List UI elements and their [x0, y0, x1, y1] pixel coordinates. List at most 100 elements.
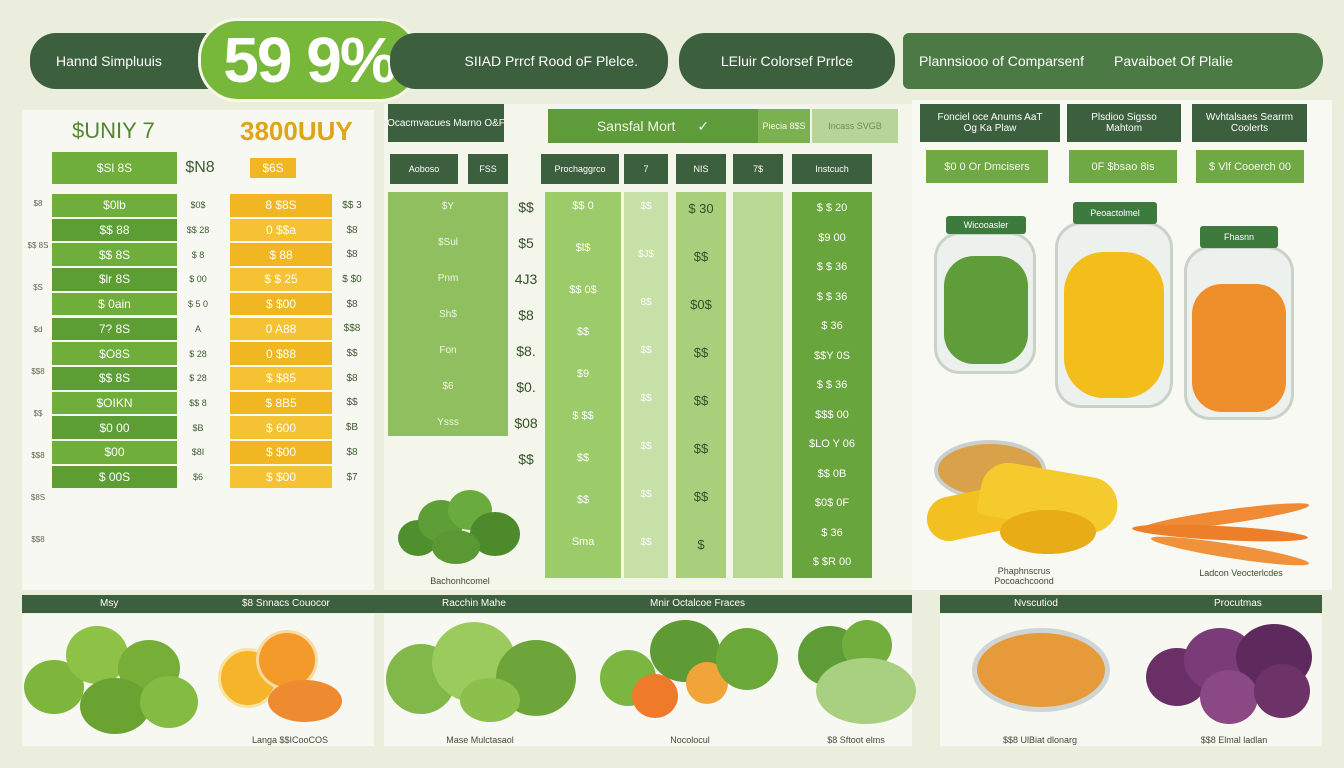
middle-header-c: Piecia 8$S	[758, 109, 810, 143]
jar-mango-label: Peoactolmel	[1073, 202, 1157, 224]
left-table-cell: $ 600	[230, 416, 332, 439]
left-table-cell: $ $00	[230, 441, 332, 464]
middle-col5-bg	[733, 192, 783, 578]
left-col-header-yellow: $6S	[250, 158, 296, 178]
middle-table-cell: $8	[518, 307, 534, 323]
left-table-cell: $ 28	[189, 373, 207, 384]
middle-table-cell: Sma	[571, 536, 595, 548]
middle-table-cell: $$	[518, 451, 534, 467]
middle-table-cell: 4J3	[514, 271, 538, 287]
bottom-caption-2: Mase Mulctasaol	[446, 735, 514, 745]
page-title: SIIAD Prrcf Rood oF Plelce.	[464, 53, 638, 69]
middle-table-cell: $ $ 36	[816, 379, 848, 391]
band-label-3: Racchin Mahe	[442, 598, 506, 609]
band-label-4: Mnir Octalcoe Fraces	[650, 598, 746, 609]
band-label-1: Msy	[100, 598, 119, 609]
left-table-cell: $00	[52, 441, 177, 464]
left-table-cell: $$ 88	[52, 218, 177, 242]
middle-table-cell: $LO Y 06	[808, 438, 856, 450]
left-table-cell: $ $0	[342, 273, 362, 285]
carrot-caption: Ladcon Veocterlcdes	[1199, 568, 1283, 578]
left-table-cell: $8	[33, 198, 43, 208]
comparison-label: Plannsiooo of Comparsenf	[919, 53, 1084, 69]
middle-table-cell: $ $$	[572, 410, 594, 422]
left-table-cell: $ $00	[230, 465, 332, 489]
left-table-cell: $ $ 25	[230, 268, 332, 291]
left-table-cell: $$	[346, 348, 358, 360]
middle-table-cell: $$	[693, 392, 709, 408]
subtitle-pill[interactable]: LEluir Colorsef Prrlce	[679, 33, 895, 89]
middle-table-cell: Sh$	[439, 308, 457, 320]
left-table-cell: $$8	[31, 366, 45, 376]
middle-table-cell: $J$	[637, 248, 655, 260]
left-table-cell: $ 0ain	[52, 292, 177, 316]
middle-table-cell: $ 36	[821, 320, 843, 332]
middle-table-cell: $$ 0$	[569, 284, 597, 296]
middle-table-cell: $$	[640, 200, 652, 212]
left-table-cell: $$	[33, 408, 43, 418]
left-table-cell: $8S	[30, 492, 46, 502]
middle-table-cell: $$	[576, 326, 590, 338]
left-table-cell: 0 $$a	[230, 218, 332, 242]
right-value-1: $0 0 Or Dmcisers	[926, 150, 1048, 183]
broccoli-caption: Bachonhcomel	[430, 576, 490, 586]
middle-table-cell: $8.	[516, 343, 536, 359]
left-table-cell: $ 8B5	[230, 391, 332, 415]
left-table-cell: $$ 8S	[52, 243, 177, 267]
left-col-header-green: $Sl 8S	[52, 152, 177, 184]
bottom-band-right: Nvscutiod Procutmas	[940, 595, 1322, 613]
middle-table-cell: $$	[640, 488, 652, 500]
middle-table-cell: $0.	[516, 379, 536, 395]
right-value-3: $ Vlf Cooerch 00	[1196, 150, 1304, 183]
bottom-caption-6: $$8 Elmal ladlan	[1200, 735, 1268, 745]
left-table-cell: $ 00	[189, 274, 207, 285]
left-table-cell: $6	[192, 472, 203, 483]
left-table-cell: $8	[346, 446, 358, 458]
middle-table-cell: $$	[640, 440, 652, 452]
left-table-cell: $7	[346, 471, 358, 483]
left-heading-left: $UNIY 7	[72, 118, 155, 143]
left-table-cell: $8	[346, 224, 358, 236]
left-table-cell: $ $00	[230, 292, 332, 316]
left-table-cell: $$ 28	[186, 225, 210, 236]
left-table-cell: 0 $88	[230, 342, 332, 365]
right-box-2: Plsdioo Sigsso Mahtom	[1067, 104, 1181, 142]
comparison-pill[interactable]: Plannsiooo of Comparsenf Pavaiboet Of Pl…	[903, 33, 1323, 89]
middle-table-cell: $5	[518, 235, 534, 251]
middle-header-a: Ocacmvacues Marno O&F	[388, 104, 504, 142]
left-table-cell: $lr 8S	[52, 268, 177, 291]
middle-col-header: FSS	[468, 154, 508, 184]
title-pill[interactable]: SIIAD Prrcf Rood oF Plelce.	[390, 33, 668, 89]
left-table-cell: $ 28	[189, 348, 207, 359]
middle-table-cell: $$	[693, 248, 709, 264]
middle-table-cell: $Y	[441, 200, 455, 212]
middle-table-cell: $$	[640, 392, 652, 404]
middle-table-cell: Pnm	[437, 272, 459, 284]
jar-orange-label: Fhasnn	[1200, 226, 1278, 248]
middle-table-cell: $6	[442, 380, 454, 392]
middle-col4-bg	[676, 192, 726, 578]
discount-badge: 59 9%	[198, 18, 420, 102]
left-table-cell: $8	[346, 298, 358, 310]
left-table-cell: $ $85	[230, 366, 332, 390]
middle-table-cell: $08	[514, 415, 538, 431]
middle-col3-bg	[624, 192, 668, 578]
middle-table-cell: $0$ 0F	[814, 497, 850, 509]
middle-table-cell: $$	[693, 344, 709, 360]
middle-table-cell: $ $ 20	[816, 202, 848, 214]
left-table-cell: A	[194, 323, 201, 334]
middle-table-cell: $$	[640, 344, 652, 356]
middle-col-header: Instcuch	[792, 154, 872, 184]
jar-greens-label: Wicooasler	[946, 216, 1026, 234]
bottom-caption-3: Nocolocul	[670, 735, 710, 745]
availability-label: Pavaiboet Of Plalie	[1114, 53, 1234, 69]
middle-table-cell: $ $R 00	[812, 556, 852, 568]
left-table-cell: $0$	[190, 200, 206, 211]
right-value-2: 0F $bsao 8is	[1069, 150, 1177, 183]
left-table-cell: 7? 8S	[52, 317, 177, 341]
page-subtitle: LEluir Colorsef Prrlce	[720, 53, 854, 69]
middle-table-cell: $ $ 36	[816, 290, 848, 303]
left-table-cell: $$ 8S	[52, 366, 177, 390]
left-table-cell: $S	[33, 282, 43, 292]
middle-table-cell: 8$	[640, 296, 652, 308]
